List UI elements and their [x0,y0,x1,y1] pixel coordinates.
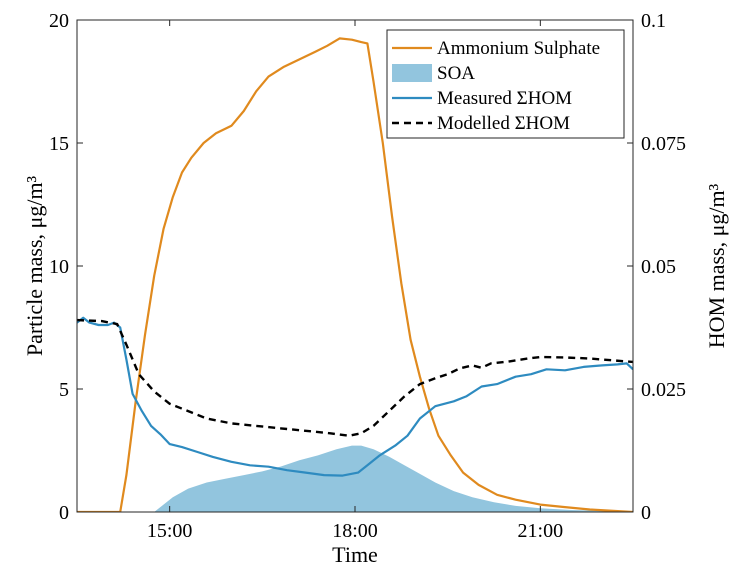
legend-label: Measured ΣHOM [437,88,572,109]
left-y-tick-label: 15 [49,133,69,155]
series-layer [77,37,633,512]
legend-item: Modelled ΣHOM [392,113,570,134]
x-tick-label: 21:00 [518,520,564,542]
legend-label: Modelled ΣHOM [437,113,570,134]
left-y-tick-label: 0 [59,502,69,524]
legend: Ammonium Sulphate SOA Measured ΣHOM Modelle… [386,29,625,139]
right-y-tick-label: 0 [641,502,651,524]
legend-label: Ammonium Sulphate [437,38,600,59]
legend-items: Ammonium Sulphate SOA Measured ΣHOM Modelle… [392,38,600,134]
right-y-tick-label: 0.1 [641,10,666,32]
series-line-modelled-hom [77,318,633,437]
series-line-ammonium-sulphate [77,37,633,512]
left-y-axis-label: Particle mass, μg/m³ [22,175,47,356]
x-tick-label: 18:00 [332,520,378,542]
legend-item: SOA [392,63,475,84]
ticks-layer: 15:00 18:00 21:00 0 5 10 15 20 0 0.025 0.05 0.075 0.… [49,10,686,542]
legend-swatch-area [392,64,432,82]
right-y-tick-label: 0.075 [641,133,686,155]
series-area-soa [77,445,633,512]
legend-label: SOA [437,63,475,84]
right-y-tick-label: 0.05 [641,256,676,278]
left-y-tick-label: 5 [59,379,69,401]
legend-item: Measured ΣHOM [392,88,572,109]
series-line-measured-hom [77,316,633,477]
left-y-tick-label: 20 [49,10,69,32]
left-y-tick-label: 10 [49,256,69,278]
right-y-axis-label: HOM mass, μg/m³ [704,183,729,348]
legend-item: Ammonium Sulphate [392,38,600,59]
x-axis-label: Time [332,542,378,567]
right-y-tick-label: 0.025 [641,379,686,401]
x-tick-label: 15:00 [147,520,193,542]
